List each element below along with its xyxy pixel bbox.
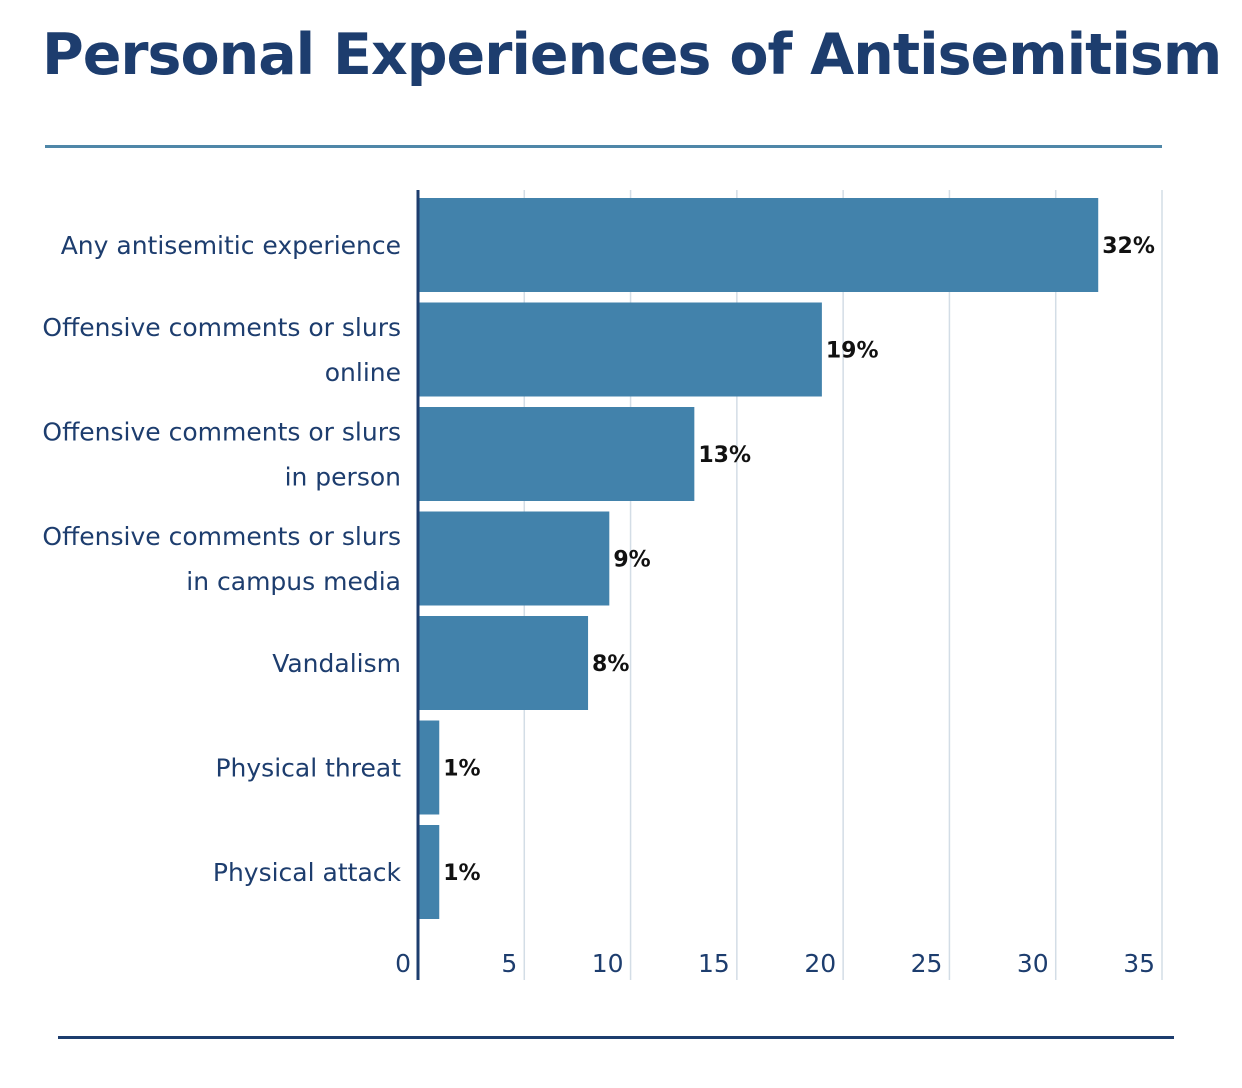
category-label: Offensive comments or slurs [42,522,401,551]
bar [418,825,440,919]
bar [418,616,589,710]
x-tick-label: 0 [395,949,411,978]
category-label: Offensive comments or slurs [42,418,401,447]
category-label: Physical threat [215,754,401,783]
category-label: Offensive comments or slurs [42,313,401,342]
x-tick-label: 5 [501,949,517,978]
bottom-divider [58,1036,1174,1039]
top-divider [45,145,1162,148]
category-label: Physical attack [213,858,402,887]
bar [418,511,610,606]
x-tick-label: 15 [698,949,730,978]
x-tick-label: 20 [804,949,836,978]
category-label: online [325,358,401,387]
category-label: in person [285,463,401,492]
data-label: 1% [443,861,480,886]
category-label: Any antisemitic experience [61,231,401,260]
data-label: 9% [613,548,650,573]
data-label: 1% [443,757,480,782]
data-label: 8% [592,652,629,677]
bar [418,198,1099,292]
data-label: 13% [698,443,751,468]
category-label: Vandalism [272,649,401,678]
category-label: in campus media [186,567,401,596]
bar [418,302,822,397]
x-tick-label: 10 [592,949,624,978]
data-label: 32% [1102,234,1155,259]
data-label: 19% [826,339,879,364]
bar [418,720,440,815]
x-tick-label: 30 [1017,949,1049,978]
x-tick-label: 35 [1123,949,1155,978]
chart-title: Personal Experiences of Antisemitism [42,22,1222,88]
bar [418,407,695,501]
x-tick-label: 25 [911,949,943,978]
